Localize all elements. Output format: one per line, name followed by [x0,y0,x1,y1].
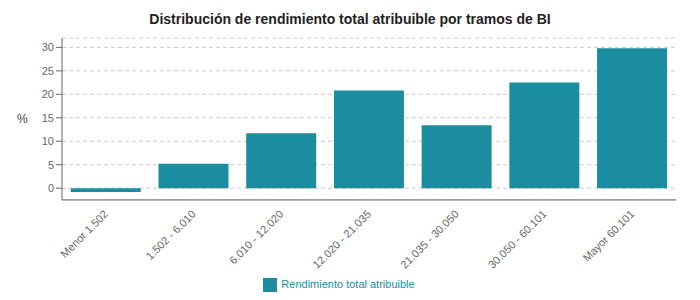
svg-text:6.010 - 12.020: 6.010 - 12.020 [227,208,286,267]
svg-text:5: 5 [48,159,54,171]
svg-text:12.020 - 21.035: 12.020 - 21.035 [310,208,373,271]
html-text:Rendimiento total atribuible: Rendimiento total atribuible [281,277,415,290]
html-text:Distribución de rendimiento to: Distribución de rendimiento total atribu… [149,11,551,27]
svg-text:20: 20 [42,88,54,100]
svg-text:30: 30 [42,41,54,53]
svg-text:0: 0 [48,182,54,194]
svg-text:Mayor 60.101: Mayor 60.101 [580,208,636,264]
svg-text:Menor 1.502: Menor 1.502 [58,208,110,260]
svg-text:15: 15 [42,112,54,124]
svg-text:21.035 - 30.050: 21.035 - 30.050 [398,208,461,271]
svg-text:10: 10 [42,135,54,147]
svg-text:30.050 - 60.101: 30.050 - 60.101 [486,208,549,271]
svg-text:%: % [17,112,28,126]
svg-text:1.502 - 6.010: 1.502 - 6.010 [143,208,197,262]
svg-text:25: 25 [42,65,54,77]
